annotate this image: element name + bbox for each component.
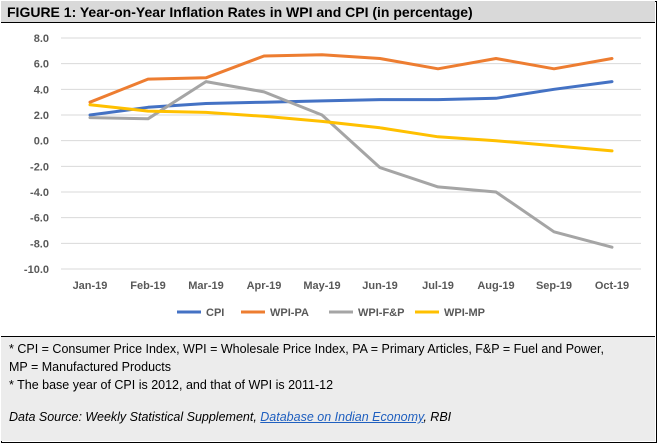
x-tick-label: Mar-19 [188, 280, 223, 292]
data-source-suffix: , RBI [423, 410, 452, 424]
database-link[interactable]: Database on Indian Economy [260, 410, 424, 424]
figure-title: FIGURE 1: Year-on-Year Inflation Rates i… [7, 4, 473, 20]
legend-label: WPI-MP [444, 307, 485, 319]
x-tick-label: Apr-19 [247, 280, 282, 292]
note-abbreviations: * CPI = Consumer Price Index, WPI = Whol… [9, 342, 604, 356]
x-tick-label: Jan-19 [73, 280, 108, 292]
y-tick-label: -4.0 [30, 187, 49, 199]
notes-panel: * CPI = Consumer Price Index, WPI = Whol… [1, 336, 655, 441]
series-line-wpi-pa [88, 53, 614, 104]
x-tick-label: May-19 [303, 280, 340, 292]
legend-label: CPI [206, 307, 224, 319]
y-tick-label: -6.0 [30, 213, 49, 225]
y-tick-label: 4.0 [34, 84, 49, 96]
series-line-cpi [88, 80, 614, 117]
x-tick-label: Jun-19 [362, 280, 397, 292]
y-tick-label: 6.0 [34, 59, 49, 71]
y-tick-label: 2.0 [34, 110, 49, 122]
note-abbreviations-cont: MP = Manufactured Products [9, 360, 172, 374]
y-tick-label: -10.0 [24, 264, 49, 276]
note-base-year: * The base year of CPI is 2012, and that… [9, 378, 334, 392]
y-tick-label: -2.0 [30, 161, 49, 173]
x-tick-label: Aug-19 [477, 280, 514, 292]
inflation-line-chart: 8.0 6.0 4.0 2.0 0.0 -2.0 -4.0 -6.0 -8.0 -10.0 Jan-… [24, 33, 641, 319]
y-tick-label: -8.0 [30, 238, 49, 250]
x-tick-label: Jul-19 [422, 280, 454, 292]
x-tick-label: Oct-19 [595, 280, 629, 292]
y-tick-label: 0.0 [34, 136, 49, 148]
legend-label: WPI-F&P [358, 307, 404, 319]
y-tick-label: 8.0 [34, 33, 49, 45]
legend-label: WPI-PA [270, 307, 309, 319]
chart-area: 8.0 6.0 4.0 2.0 0.0 -2.0 -4.0 -6.0 -8.0 -10.0 Jan-… [1, 23, 655, 336]
x-tick-label: Feb-19 [130, 280, 165, 292]
x-tick-label: Sep-19 [536, 280, 572, 292]
data-source-prefix: Data Source: Weekly Statistical Suppleme… [9, 410, 261, 424]
title-bar: FIGURE 1: Year-on-Year Inflation Rates i… [1, 1, 655, 23]
data-source: Data Source: Weekly Statistical Suppleme… [9, 410, 451, 424]
series-line-wpi-f-p [88, 80, 614, 249]
series-line-wpi-mp [88, 103, 614, 153]
